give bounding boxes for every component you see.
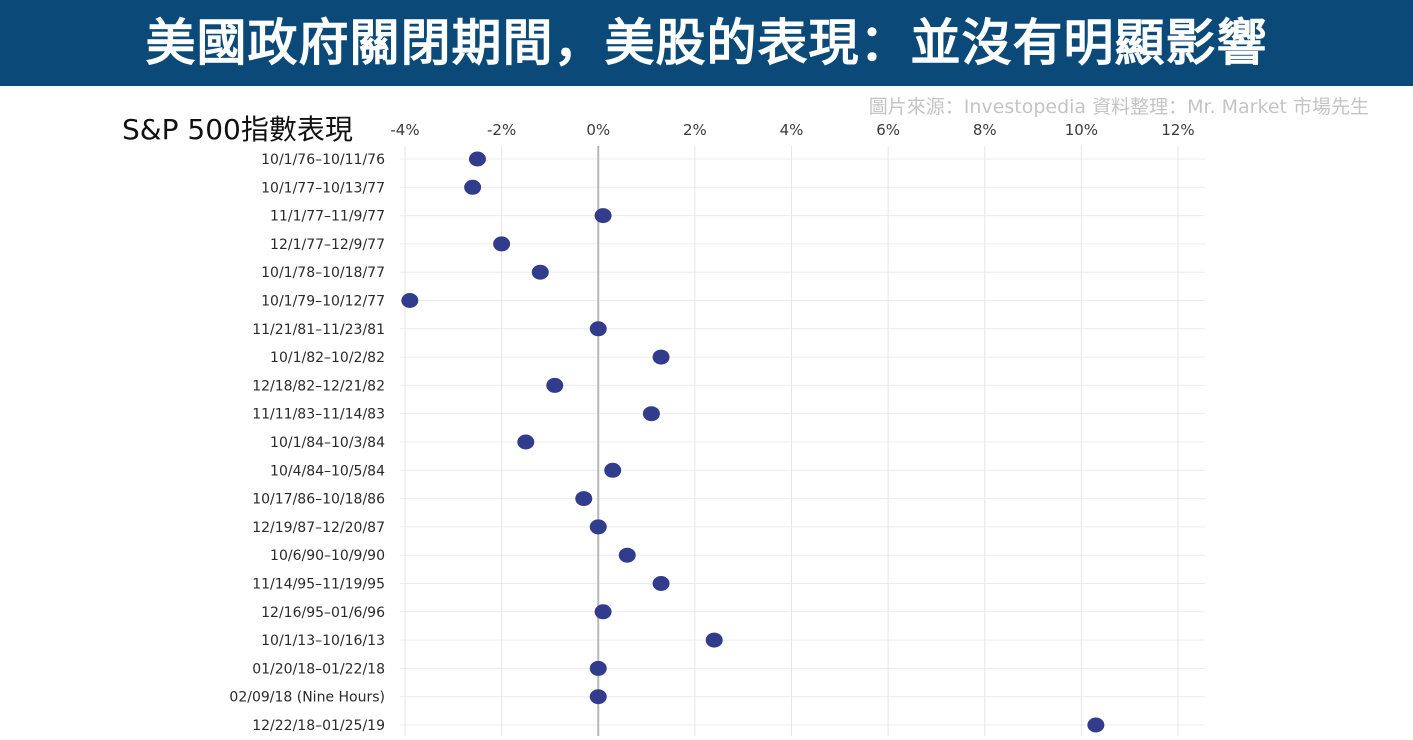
page-title: 美國政府關閉期間，美股的表現：並沒有明顯影響 xyxy=(145,14,1268,72)
data-point xyxy=(618,547,636,563)
x-tick-label: 0% xyxy=(586,121,610,139)
data-point xyxy=(652,576,670,591)
data-point xyxy=(517,434,535,450)
category-label: 10/1/79–10/12/77 xyxy=(261,294,385,310)
x-tick-label: 10% xyxy=(1065,121,1098,139)
x-tick-label: -2% xyxy=(487,121,516,139)
data-point xyxy=(493,236,511,252)
category-label: 10/1/77–10/13/77 xyxy=(261,180,385,196)
data-point xyxy=(464,179,482,195)
category-label: 11/14/95–11/19/95 xyxy=(252,577,385,593)
category-label: 12/19/87–12/20/87 xyxy=(252,520,385,536)
data-point xyxy=(589,321,607,337)
data-point xyxy=(468,151,486,167)
x-tick-label: 12% xyxy=(1161,121,1194,139)
data-points xyxy=(401,151,1105,733)
x-tick-label: 2% xyxy=(683,121,707,139)
category-label: 11/11/83–11/14/83 xyxy=(252,407,385,423)
x-tick-label: 8% xyxy=(973,121,997,139)
data-point xyxy=(589,689,607,705)
category-label: 10/6/90–10/9/90 xyxy=(270,548,385,564)
data-point xyxy=(604,462,622,478)
category-label: 01/20/18–01/22/18 xyxy=(252,661,385,677)
category-label: 10/17/86–10/18/86 xyxy=(252,492,385,508)
category-label: 10/1/76–10/11/76 xyxy=(261,152,385,168)
data-point xyxy=(546,377,564,393)
category-label: 12/18/82–12/21/82 xyxy=(252,378,385,394)
category-label: 11/21/81–11/23/81 xyxy=(252,322,385,338)
category-label: 10/1/82–10/2/82 xyxy=(270,350,385,366)
x-tick-label: -4% xyxy=(390,121,419,139)
chart-title: S&P 500指數表現 xyxy=(122,113,353,146)
category-label: 12/1/77–12/9/77 xyxy=(270,237,385,253)
data-point xyxy=(705,632,723,648)
category-label: 10/1/78–10/18/77 xyxy=(261,265,385,281)
data-point xyxy=(589,660,607,676)
category-label: 10/1/13–10/16/13 xyxy=(261,633,385,649)
data-point xyxy=(642,406,660,422)
data-point xyxy=(594,604,612,620)
source-note: 圖片來源：Investopedia 資料整理：Mr. Market 市場先生 xyxy=(868,96,1369,118)
data-point xyxy=(589,519,607,535)
category-labels: 10/1/76–10/11/76 10/1/77–10/13/77 11/1/77–… xyxy=(229,152,385,734)
category-label: 11/1/77–11/9/77 xyxy=(270,209,385,225)
category-label: 10/1/84–10/3/84 xyxy=(270,435,385,451)
x-tick-label: 6% xyxy=(876,121,900,139)
category-label: 12/16/95–01/6/96 xyxy=(261,605,385,621)
category-label: 02/09/18 (Nine Hours) xyxy=(229,690,385,706)
data-point xyxy=(575,491,593,507)
category-label: 10/4/84–10/5/84 xyxy=(270,463,385,479)
x-axis-ticks: -4% -2% 0% 2% 4% 6% 8% 10% 12% xyxy=(390,121,1194,139)
grid-layer xyxy=(400,146,1205,736)
title-banner xyxy=(0,0,1413,86)
x-tick-label: 4% xyxy=(780,121,804,139)
data-point xyxy=(652,349,670,365)
data-point xyxy=(401,293,419,308)
data-point xyxy=(594,208,612,224)
data-point xyxy=(531,264,549,280)
category-label: 12/22/18–01/25/19 xyxy=(252,718,385,734)
data-point xyxy=(1087,717,1105,733)
